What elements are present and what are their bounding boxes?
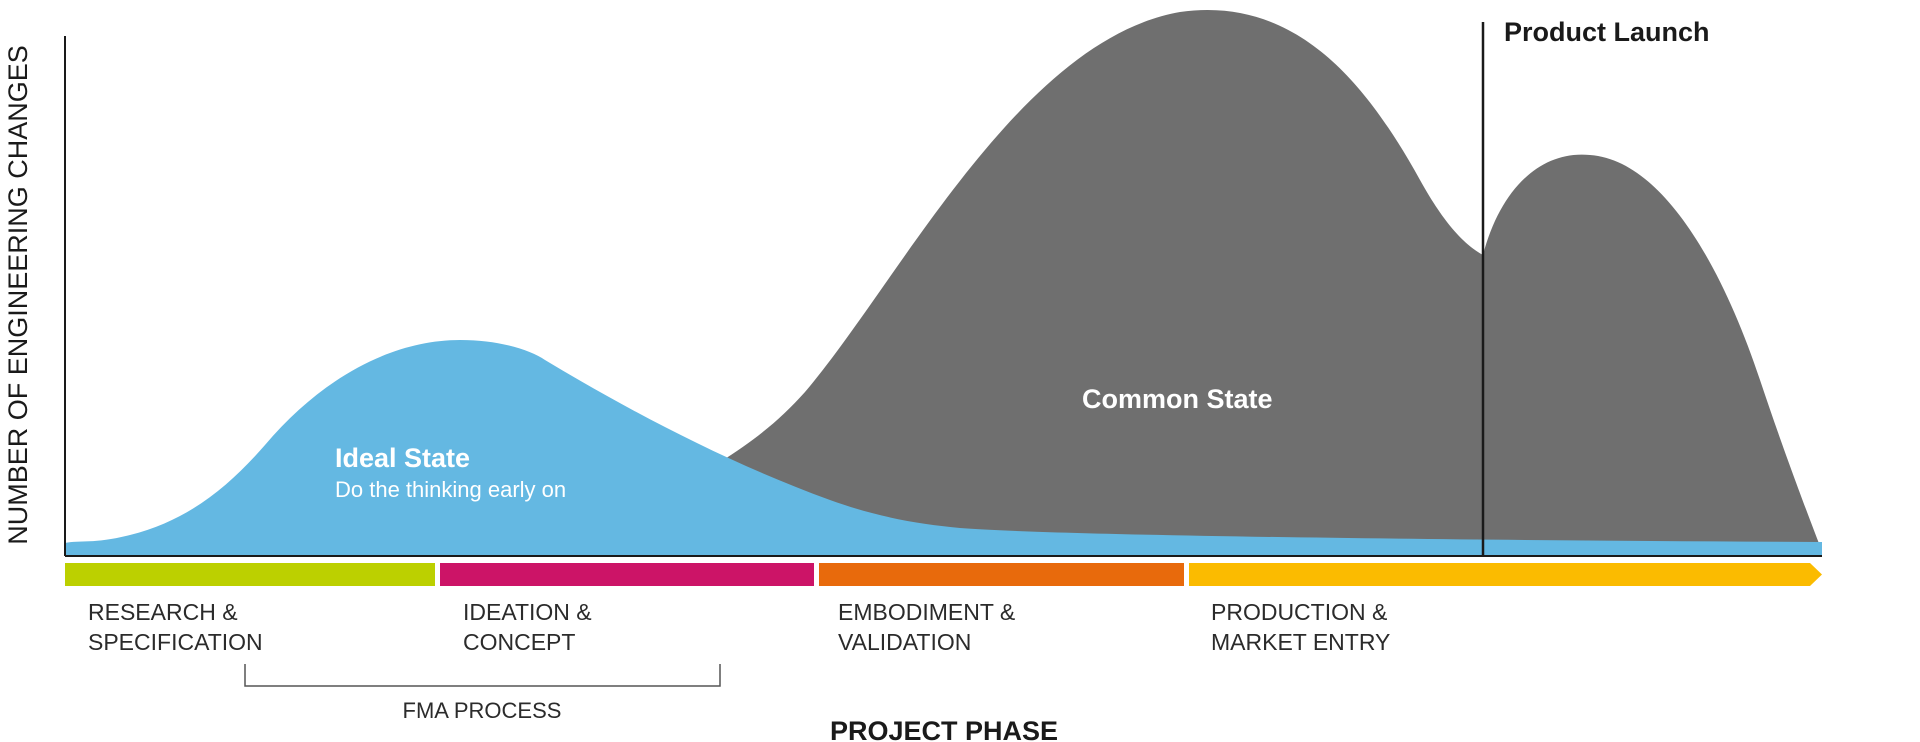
common-state-title: Common State (1082, 384, 1273, 414)
phase-embodiment-label-line1: EMBODIMENT & (838, 599, 1015, 625)
phase-research-label-line2: SPECIFICATION (88, 629, 263, 655)
phase-ideation-label-line2: CONCEPT (463, 629, 575, 655)
common-state-area (720, 10, 1820, 547)
phase-embodiment-label-line2: VALIDATION (838, 629, 971, 655)
phase-bar-research (65, 563, 435, 586)
ideal-state-subtitle: Do the thinking early on (335, 477, 566, 502)
phase-bar-ideation (440, 563, 814, 586)
product-launch-label: Product Launch (1504, 17, 1710, 47)
y-axis-label: NUMBER OF ENGINEERING CHANGES (3, 45, 33, 545)
phase-production-label-line1: PRODUCTION & (1211, 599, 1387, 625)
phase-bar-embodiment (819, 563, 1184, 586)
phase-ideation-label-line1: IDEATION & (463, 599, 592, 625)
fma-process-bracket (244, 664, 721, 687)
phase-bar-production (1189, 563, 1822, 586)
fma-process-label: FMA PROCESS (403, 698, 562, 723)
ideal-state-area (65, 340, 1822, 556)
x-axis-label: PROJECT PHASE (830, 716, 1058, 742)
ideal-state-title: Ideal State (335, 443, 470, 473)
phase-production-label-line2: MARKET ENTRY (1211, 629, 1390, 655)
phase-research-label-line1: RESEARCH & (88, 599, 238, 625)
